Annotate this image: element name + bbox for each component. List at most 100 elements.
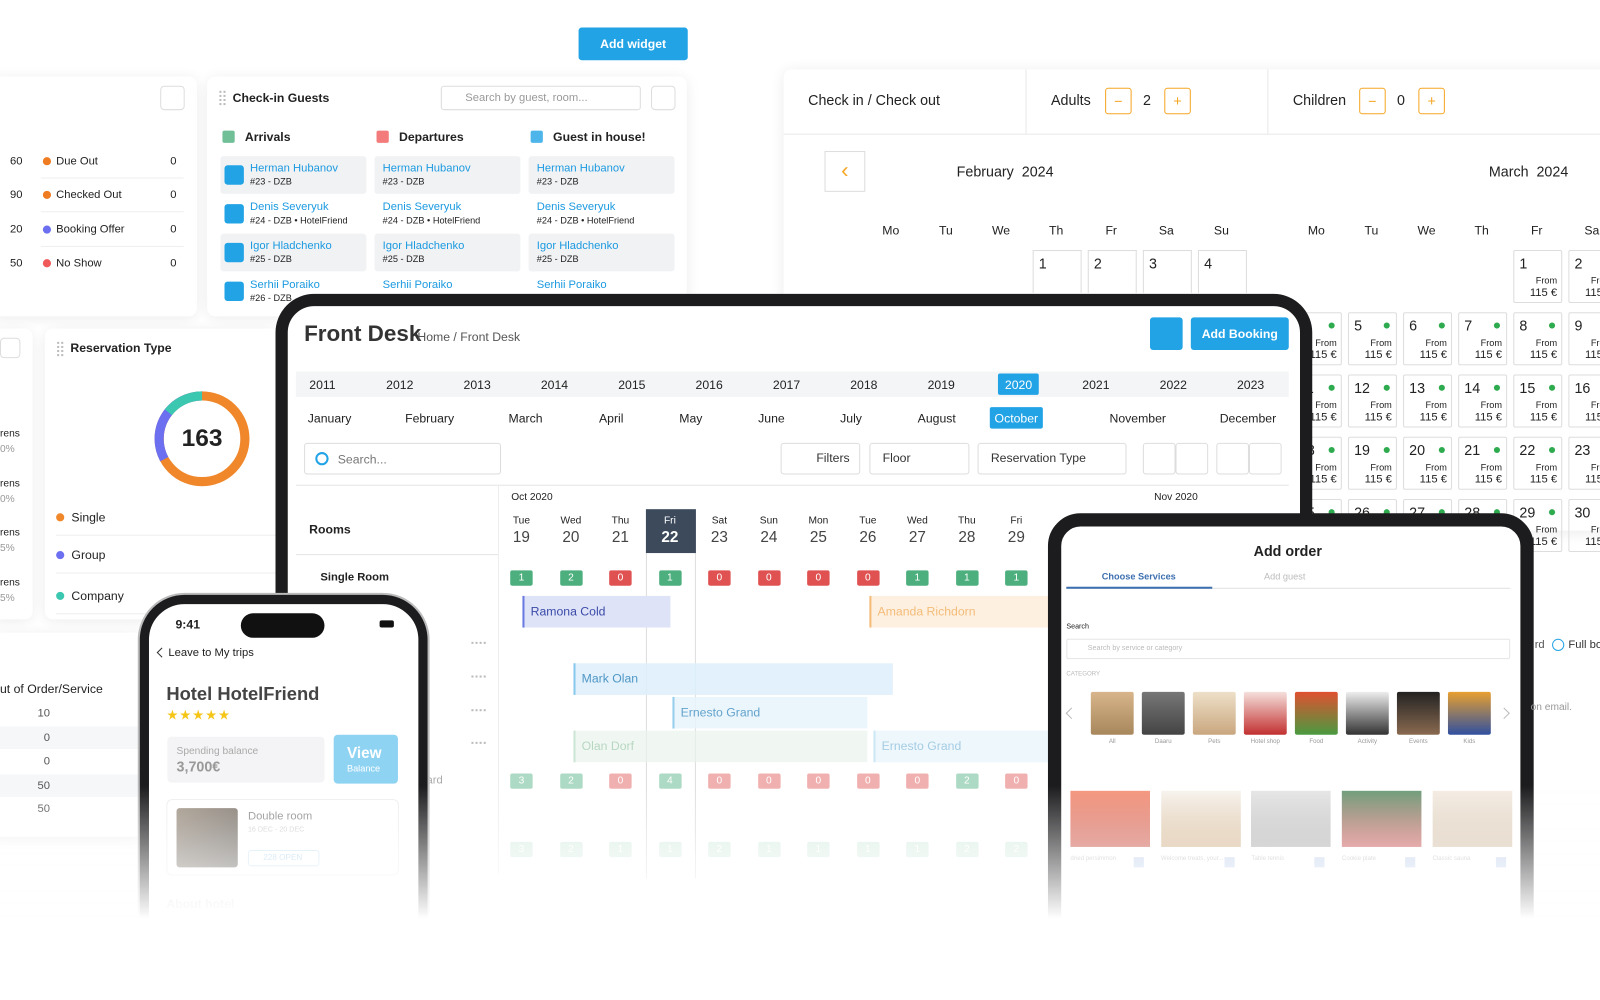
add-booking-button[interactable]: Add Booking xyxy=(1190,317,1289,350)
year-tab[interactable]: 2013 xyxy=(463,377,491,392)
filters-button[interactable]: Filters xyxy=(780,442,861,475)
month-tab[interactable]: February xyxy=(405,411,455,426)
month-tab[interactable]: August xyxy=(917,411,956,426)
dialog-title: Add order xyxy=(1253,542,1322,560)
day-cell[interactable] xyxy=(1513,249,1563,304)
guest-card[interactable] xyxy=(220,156,367,194)
category-thumb[interactable] xyxy=(1192,691,1236,735)
minus-button[interactable]: − xyxy=(1105,87,1132,115)
category-thumb[interactable] xyxy=(1396,691,1440,735)
day-cell[interactable] xyxy=(1142,249,1192,293)
year-tab[interactable]: 2022 xyxy=(1159,377,1187,392)
category-thumb[interactable] xyxy=(1294,691,1338,735)
reservation-type-select[interactable]: Reservation Type xyxy=(977,442,1127,475)
month-tab[interactable]: April xyxy=(598,411,624,426)
gear-button[interactable] xyxy=(0,337,21,359)
gear-button[interactable] xyxy=(160,85,185,111)
month-tab[interactable]: July xyxy=(840,411,862,426)
zoom-button[interactable] xyxy=(1142,442,1176,475)
tab[interactable]: Add guest xyxy=(1264,571,1306,582)
year-tab[interactable]: 2020 xyxy=(1004,377,1033,392)
refresh-button[interactable] xyxy=(1149,317,1183,350)
day-number: 2 xyxy=(1574,255,1583,272)
day-cell[interactable] xyxy=(1458,374,1508,428)
category-thumb[interactable] xyxy=(1243,691,1287,735)
plus-button[interactable]: + xyxy=(1164,87,1191,115)
available-dot xyxy=(1328,509,1335,516)
zoom-button[interactable] xyxy=(1216,442,1249,475)
availability-badge: 1 xyxy=(658,570,682,586)
month-tab[interactable]: May xyxy=(679,411,703,426)
year-tab[interactable]: 2011 xyxy=(309,377,336,392)
day-cell[interactable] xyxy=(1032,249,1082,293)
room-search[interactable]: Search... xyxy=(304,442,502,475)
guest-card[interactable] xyxy=(528,156,675,194)
booking-bar[interactable]: Mark Olan xyxy=(573,663,893,695)
day-cell[interactable] xyxy=(1513,436,1563,490)
year-tab[interactable]: 2021 xyxy=(1082,377,1110,392)
gear-button[interactable] xyxy=(651,85,676,111)
day-cell[interactable] xyxy=(1403,436,1453,490)
day-cell[interactable] xyxy=(1568,249,1600,304)
day-cell[interactable] xyxy=(1458,436,1508,490)
day-cell[interactable] xyxy=(1513,312,1563,366)
year-tab[interactable]: 2016 xyxy=(695,377,723,392)
day-cell[interactable] xyxy=(1347,374,1397,428)
back-link[interactable]: Leave to My trips xyxy=(168,646,254,660)
zoom-button[interactable] xyxy=(1248,442,1282,475)
plus-button[interactable]: + xyxy=(1418,87,1445,115)
minus-button[interactable]: − xyxy=(1359,87,1386,115)
guest-card[interactable] xyxy=(374,233,521,272)
guest-search[interactable]: Search by guest, room... xyxy=(440,85,641,111)
day-cell[interactable] xyxy=(1568,436,1600,490)
year-tab[interactable]: 2023 xyxy=(1236,377,1265,392)
day-cell[interactable] xyxy=(1568,312,1600,366)
day-cell[interactable] xyxy=(1087,249,1137,293)
day-cell[interactable] xyxy=(1403,312,1453,366)
booking-bar[interactable]: Olan Dorf xyxy=(573,730,868,763)
day-cell[interactable] xyxy=(1347,436,1397,490)
day-cell[interactable] xyxy=(1347,312,1397,366)
card-title: Reservation Type xyxy=(70,340,172,356)
tab[interactable]: Choose Services xyxy=(1101,571,1176,582)
day-cell[interactable] xyxy=(1403,374,1453,428)
category-thumb[interactable] xyxy=(1345,691,1389,735)
category-thumb[interactable] xyxy=(1141,691,1185,735)
search-placeholder: Search by guest, room... xyxy=(465,91,588,105)
guest-card[interactable] xyxy=(220,233,367,272)
category-thumb[interactable] xyxy=(1090,691,1134,735)
year-tab[interactable]: 2017 xyxy=(772,377,801,392)
guest-card[interactable] xyxy=(374,156,521,194)
category-thumb[interactable] xyxy=(1447,691,1491,735)
booking-bar[interactable]: Amanda Richdorn xyxy=(869,595,1052,628)
service-search[interactable]: Search by service or category xyxy=(1066,638,1511,660)
booking-bar[interactable]: Ramona Cold xyxy=(522,595,671,628)
month-tab[interactable]: March xyxy=(508,411,543,426)
year-tab[interactable]: 2015 xyxy=(618,377,646,392)
floor-select[interactable]: Floor xyxy=(869,442,970,475)
selected-year xyxy=(998,373,1039,395)
year-tab[interactable]: 2018 xyxy=(850,377,878,392)
month-tab[interactable]: January xyxy=(307,411,352,426)
prev-month[interactable]: ‹ xyxy=(824,151,866,192)
view-button[interactable] xyxy=(333,734,398,784)
zoom-button[interactable] xyxy=(1175,442,1209,475)
month-tab[interactable]: October xyxy=(994,411,1039,426)
month-tab[interactable]: June xyxy=(758,411,785,426)
year-tab[interactable]: 2012 xyxy=(386,377,414,392)
radio[interactable] xyxy=(1552,638,1565,652)
day-cell[interactable] xyxy=(1513,374,1563,428)
month-tab[interactable]: November xyxy=(1109,411,1166,426)
year-tab[interactable]: 2014 xyxy=(540,377,569,392)
month-tab[interactable]: December xyxy=(1219,411,1277,426)
column-title: Departures xyxy=(398,129,464,144)
booking-bar[interactable]: Ernesto Grand xyxy=(873,730,1052,763)
add-widget-button[interactable]: Add widget xyxy=(578,27,688,61)
day-cell[interactable] xyxy=(1197,249,1247,293)
year-tab[interactable]: 2019 xyxy=(927,377,955,392)
day-cell[interactable] xyxy=(1568,498,1600,553)
booking-bar[interactable]: Ernesto Grand xyxy=(672,696,868,729)
guest-card[interactable] xyxy=(528,233,675,272)
day-cell[interactable] xyxy=(1568,374,1600,428)
day-cell[interactable] xyxy=(1458,312,1508,366)
